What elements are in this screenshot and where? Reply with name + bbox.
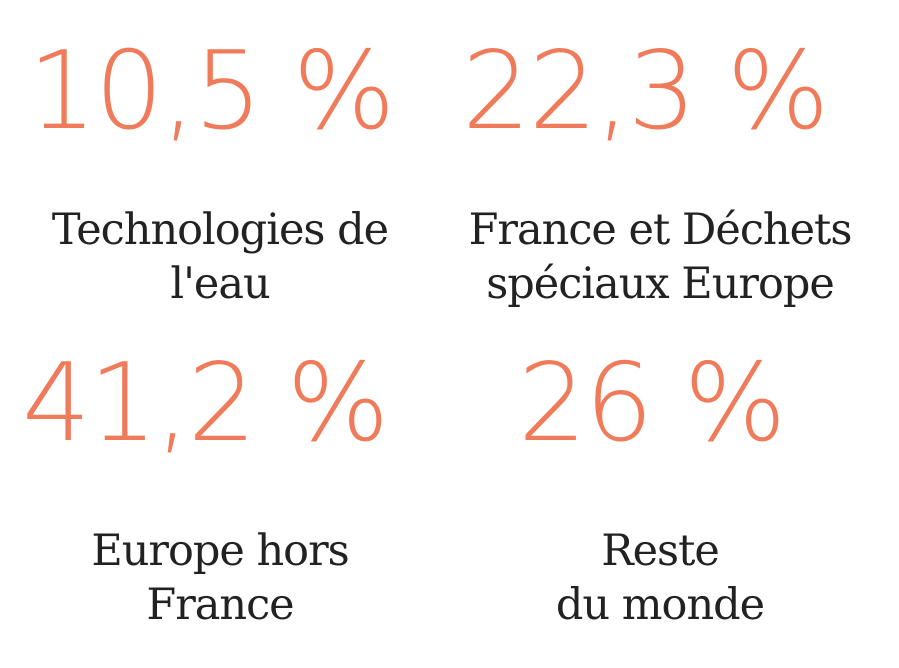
stat-label-line: Technologies de bbox=[51, 205, 389, 255]
stat-label-line: spéciaux Europe bbox=[486, 259, 835, 309]
stat-label-line: Europe hors bbox=[91, 526, 349, 576]
stat-value: 41,2 % bbox=[22, 341, 389, 466]
stat-label-line: l'eau bbox=[170, 259, 270, 309]
stat-value: 26 % bbox=[518, 341, 786, 466]
stat-value: 10,5 % bbox=[28, 29, 395, 154]
stat-label-line: France bbox=[146, 580, 294, 630]
stat-label: Reste du monde bbox=[440, 524, 880, 632]
stat-label-line: France et Déchets bbox=[468, 205, 853, 255]
stat-label: Europe hors France bbox=[0, 524, 440, 632]
stat-label-line: Reste bbox=[601, 526, 720, 576]
stat-label-line: du monde bbox=[555, 580, 765, 630]
stat-label: Technologies de l'eau bbox=[0, 203, 440, 311]
stat-value: 22,3 % bbox=[462, 29, 829, 154]
stat-label: France et Déchets spéciaux Europe bbox=[440, 203, 880, 311]
